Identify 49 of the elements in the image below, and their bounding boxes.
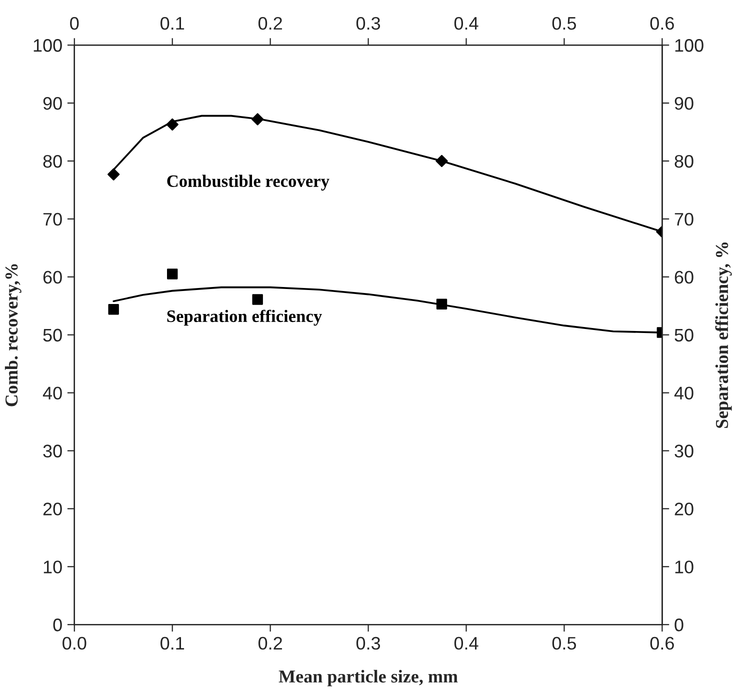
y-tick-label: 100 bbox=[34, 39, 62, 52]
x-tick-label: 0.1 bbox=[160, 636, 184, 650]
x2-tick-label: 0.3 bbox=[356, 16, 380, 30]
x2-tick-label: 0.6 bbox=[650, 16, 674, 30]
y2-tick-label: 20 bbox=[674, 502, 694, 516]
y2-tick-label: 80 bbox=[674, 154, 694, 168]
y-tick-label: 50 bbox=[43, 328, 62, 342]
y-tick-label: 90 bbox=[43, 96, 62, 110]
y-tick-label: 70 bbox=[43, 212, 62, 226]
y2-tick-label: 40 bbox=[674, 386, 694, 400]
y2-tick-label: 10 bbox=[675, 560, 694, 574]
y2-axis-title: Separation efficiency, % bbox=[715, 242, 732, 428]
x2-tick-label: 0 bbox=[70, 16, 79, 30]
point bbox=[166, 118, 178, 131]
x-tick-label: 0.5 bbox=[552, 636, 576, 650]
y2-tick-label: 90 bbox=[674, 96, 694, 110]
point bbox=[436, 154, 448, 168]
point bbox=[108, 304, 119, 315]
x-tick-label: 0.2 bbox=[258, 636, 282, 650]
point bbox=[167, 268, 178, 280]
y2-tick-label: 30 bbox=[674, 444, 694, 458]
x2-tick-label: 0.2 bbox=[258, 16, 282, 30]
y-tick-label: 40 bbox=[42, 386, 62, 400]
y-tick-label: 80 bbox=[43, 154, 62, 168]
series-label: Separation efficiency bbox=[167, 310, 322, 326]
point bbox=[252, 113, 264, 126]
y-tick-label: 20 bbox=[43, 502, 62, 516]
y2-tick-label: 60 bbox=[674, 270, 694, 284]
y-tick-label: 10 bbox=[44, 560, 62, 574]
text: Combustible recovery bbox=[167, 174, 330, 191]
y2-tick-label: 100 bbox=[675, 39, 704, 52]
x-tick-label: 0.0 bbox=[62, 636, 86, 650]
y2-tick-label: 0 bbox=[674, 618, 684, 632]
x-tick-label: 0.4 bbox=[454, 636, 478, 650]
point bbox=[108, 168, 120, 180]
x2-tick-label: 0.5 bbox=[552, 16, 576, 30]
y-tick-label: 30 bbox=[43, 444, 62, 458]
x2-tick-label: 0.1 bbox=[160, 16, 184, 30]
y-tick-label: 0 bbox=[53, 618, 62, 632]
y2-tick-label: 50 bbox=[674, 328, 694, 342]
y-tick-label: 60 bbox=[43, 270, 62, 284]
point bbox=[436, 298, 448, 310]
y-axis-title: Comb. recovery,% bbox=[4, 264, 22, 406]
x2-tick-label: 0.4 bbox=[454, 16, 478, 30]
point bbox=[252, 294, 263, 305]
x-axis-title: Mean particle size, mm bbox=[278, 670, 458, 686]
y2-tick-label: 70 bbox=[674, 212, 694, 226]
x-tick-label: 0.6 bbox=[650, 636, 674, 650]
x-tick-label: 0.3 bbox=[356, 636, 380, 650]
